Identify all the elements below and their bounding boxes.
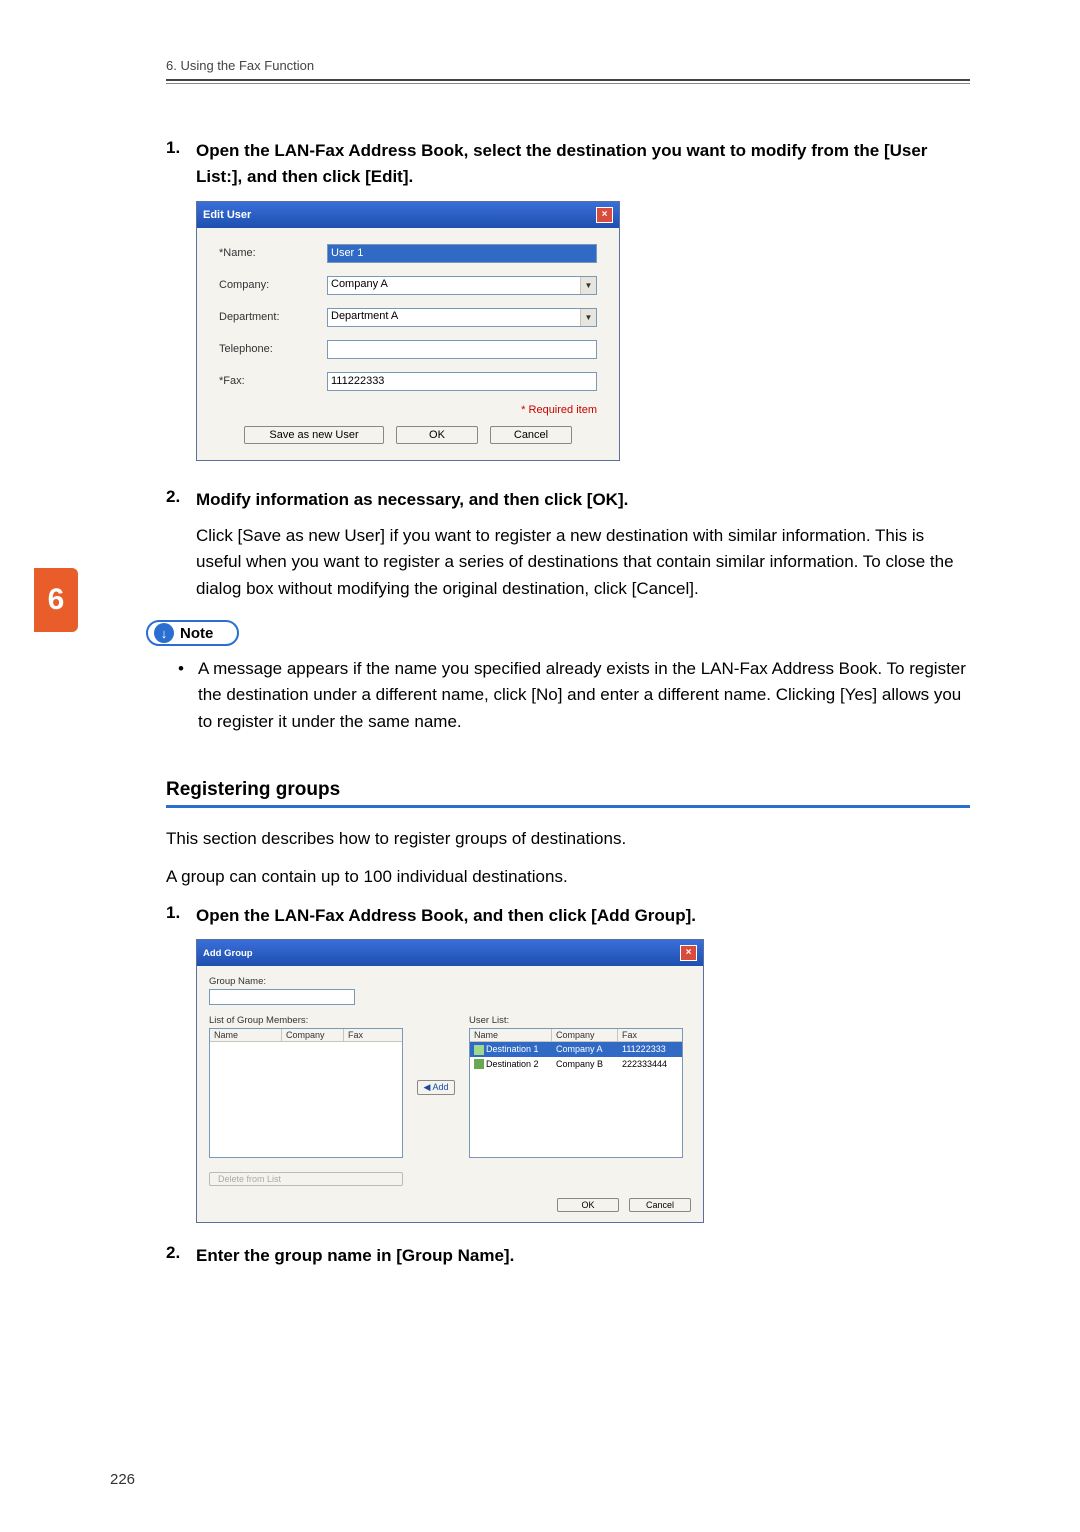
step-number: 2. [166,1243,186,1263]
cell-fax: 222333444 [618,1058,682,1071]
department-combo[interactable]: Department A ▼ [327,308,597,327]
name-label: *Name: [219,247,327,259]
company-combo[interactable]: Company A ▼ [327,276,597,295]
telephone-input[interactable] [327,340,597,359]
company-value: Company A [328,277,580,294]
header-rule-thin [166,83,970,84]
add-arrow-button[interactable]: ◀ Add [417,1080,456,1095]
user-list[interactable]: Name Company Fax Destination 1 Company A… [469,1028,683,1158]
header-rule-thick [166,79,970,81]
cancel-button[interactable]: Cancel [629,1198,691,1212]
step-text: Open the LAN-Fax Address Book, and then … [196,903,696,929]
dialog-titlebar: Add Group × [197,940,703,966]
save-as-new-user-button[interactable]: Save as new User [244,426,384,444]
user-icon [474,1045,484,1055]
section-rule [166,805,970,808]
cancel-button[interactable]: Cancel [490,426,572,444]
step-number: 1. [166,138,186,158]
group-name-label: Group Name: [209,976,691,987]
cell-company: Company A [552,1043,618,1056]
running-header: 6. Using the Fax Function [166,58,970,73]
user-icon [474,1059,484,1069]
step-number: 1. [166,903,186,923]
note-callout: ↓ Note [146,620,239,646]
dialog-body: *Name: Company: Company A ▼ Department: … [197,228,619,460]
department-label: Department: [219,311,327,323]
fax-label: *Fax: [219,375,327,387]
page-number: 226 [110,1471,135,1488]
edit-user-dialog: Edit User × *Name: Company: Company A ▼ … [196,201,620,461]
dialog-title: Edit User [203,209,251,221]
col-company[interactable]: Company [552,1029,618,1041]
cell-name: Destination 2 [486,1059,539,1069]
name-input[interactable] [327,244,597,263]
members-list-label: List of Group Members: [209,1015,403,1026]
list-item[interactable]: Destination 1 Company A 111222333 [470,1042,682,1057]
cell-company: Company B [552,1058,618,1071]
required-note: * Required item [219,404,597,416]
dialog-titlebar: Edit User × [197,202,619,228]
section-heading: Registering groups [166,779,970,801]
cell-fax: 111222333 [618,1043,682,1056]
bullet-icon: • [178,656,188,735]
note-text: A message appears if the name you specif… [198,656,970,735]
col-company[interactable]: Company [282,1029,344,1041]
step-number: 2. [166,487,186,507]
section-paragraph: A group can contain up to 100 individual… [166,864,970,890]
step-body: Click [Save as new User] if you want to … [196,523,970,602]
col-fax[interactable]: Fax [344,1029,402,1041]
ok-button[interactable]: OK [396,426,478,444]
cell-name: Destination 1 [486,1044,539,1054]
department-value: Department A [328,309,580,326]
step-text: Enter the group name in [Group Name]. [196,1243,514,1269]
company-label: Company: [219,279,327,291]
note-arrow-icon: ↓ [154,623,174,643]
note-label: Note [180,625,213,642]
col-name[interactable]: Name [210,1029,282,1041]
list-item[interactable]: Destination 2 Company B 222333444 [470,1057,682,1072]
ok-button[interactable]: OK [557,1198,619,1212]
chevron-down-icon[interactable]: ▼ [580,309,596,326]
user-list-label: User List: [469,1015,683,1026]
step-text: Modify information as necessary, and the… [196,487,628,513]
col-fax[interactable]: Fax [618,1029,682,1041]
telephone-label: Telephone: [219,343,327,355]
dialog-title: Add Group [203,948,253,959]
members-list[interactable]: Name Company Fax [209,1028,403,1158]
group-name-input[interactable] [209,989,355,1005]
chevron-down-icon[interactable]: ▼ [580,277,596,294]
col-name[interactable]: Name [470,1029,552,1041]
step-text: Open the LAN-Fax Address Book, select th… [196,138,970,191]
close-icon[interactable]: × [596,207,613,223]
section-paragraph: This section describes how to register g… [166,826,970,852]
fax-input[interactable] [327,372,597,391]
close-icon[interactable]: × [680,945,697,961]
delete-from-list-button[interactable]: Delete from List [209,1172,403,1186]
add-group-dialog: Add Group × Group Name: List of Group Me… [196,939,704,1223]
